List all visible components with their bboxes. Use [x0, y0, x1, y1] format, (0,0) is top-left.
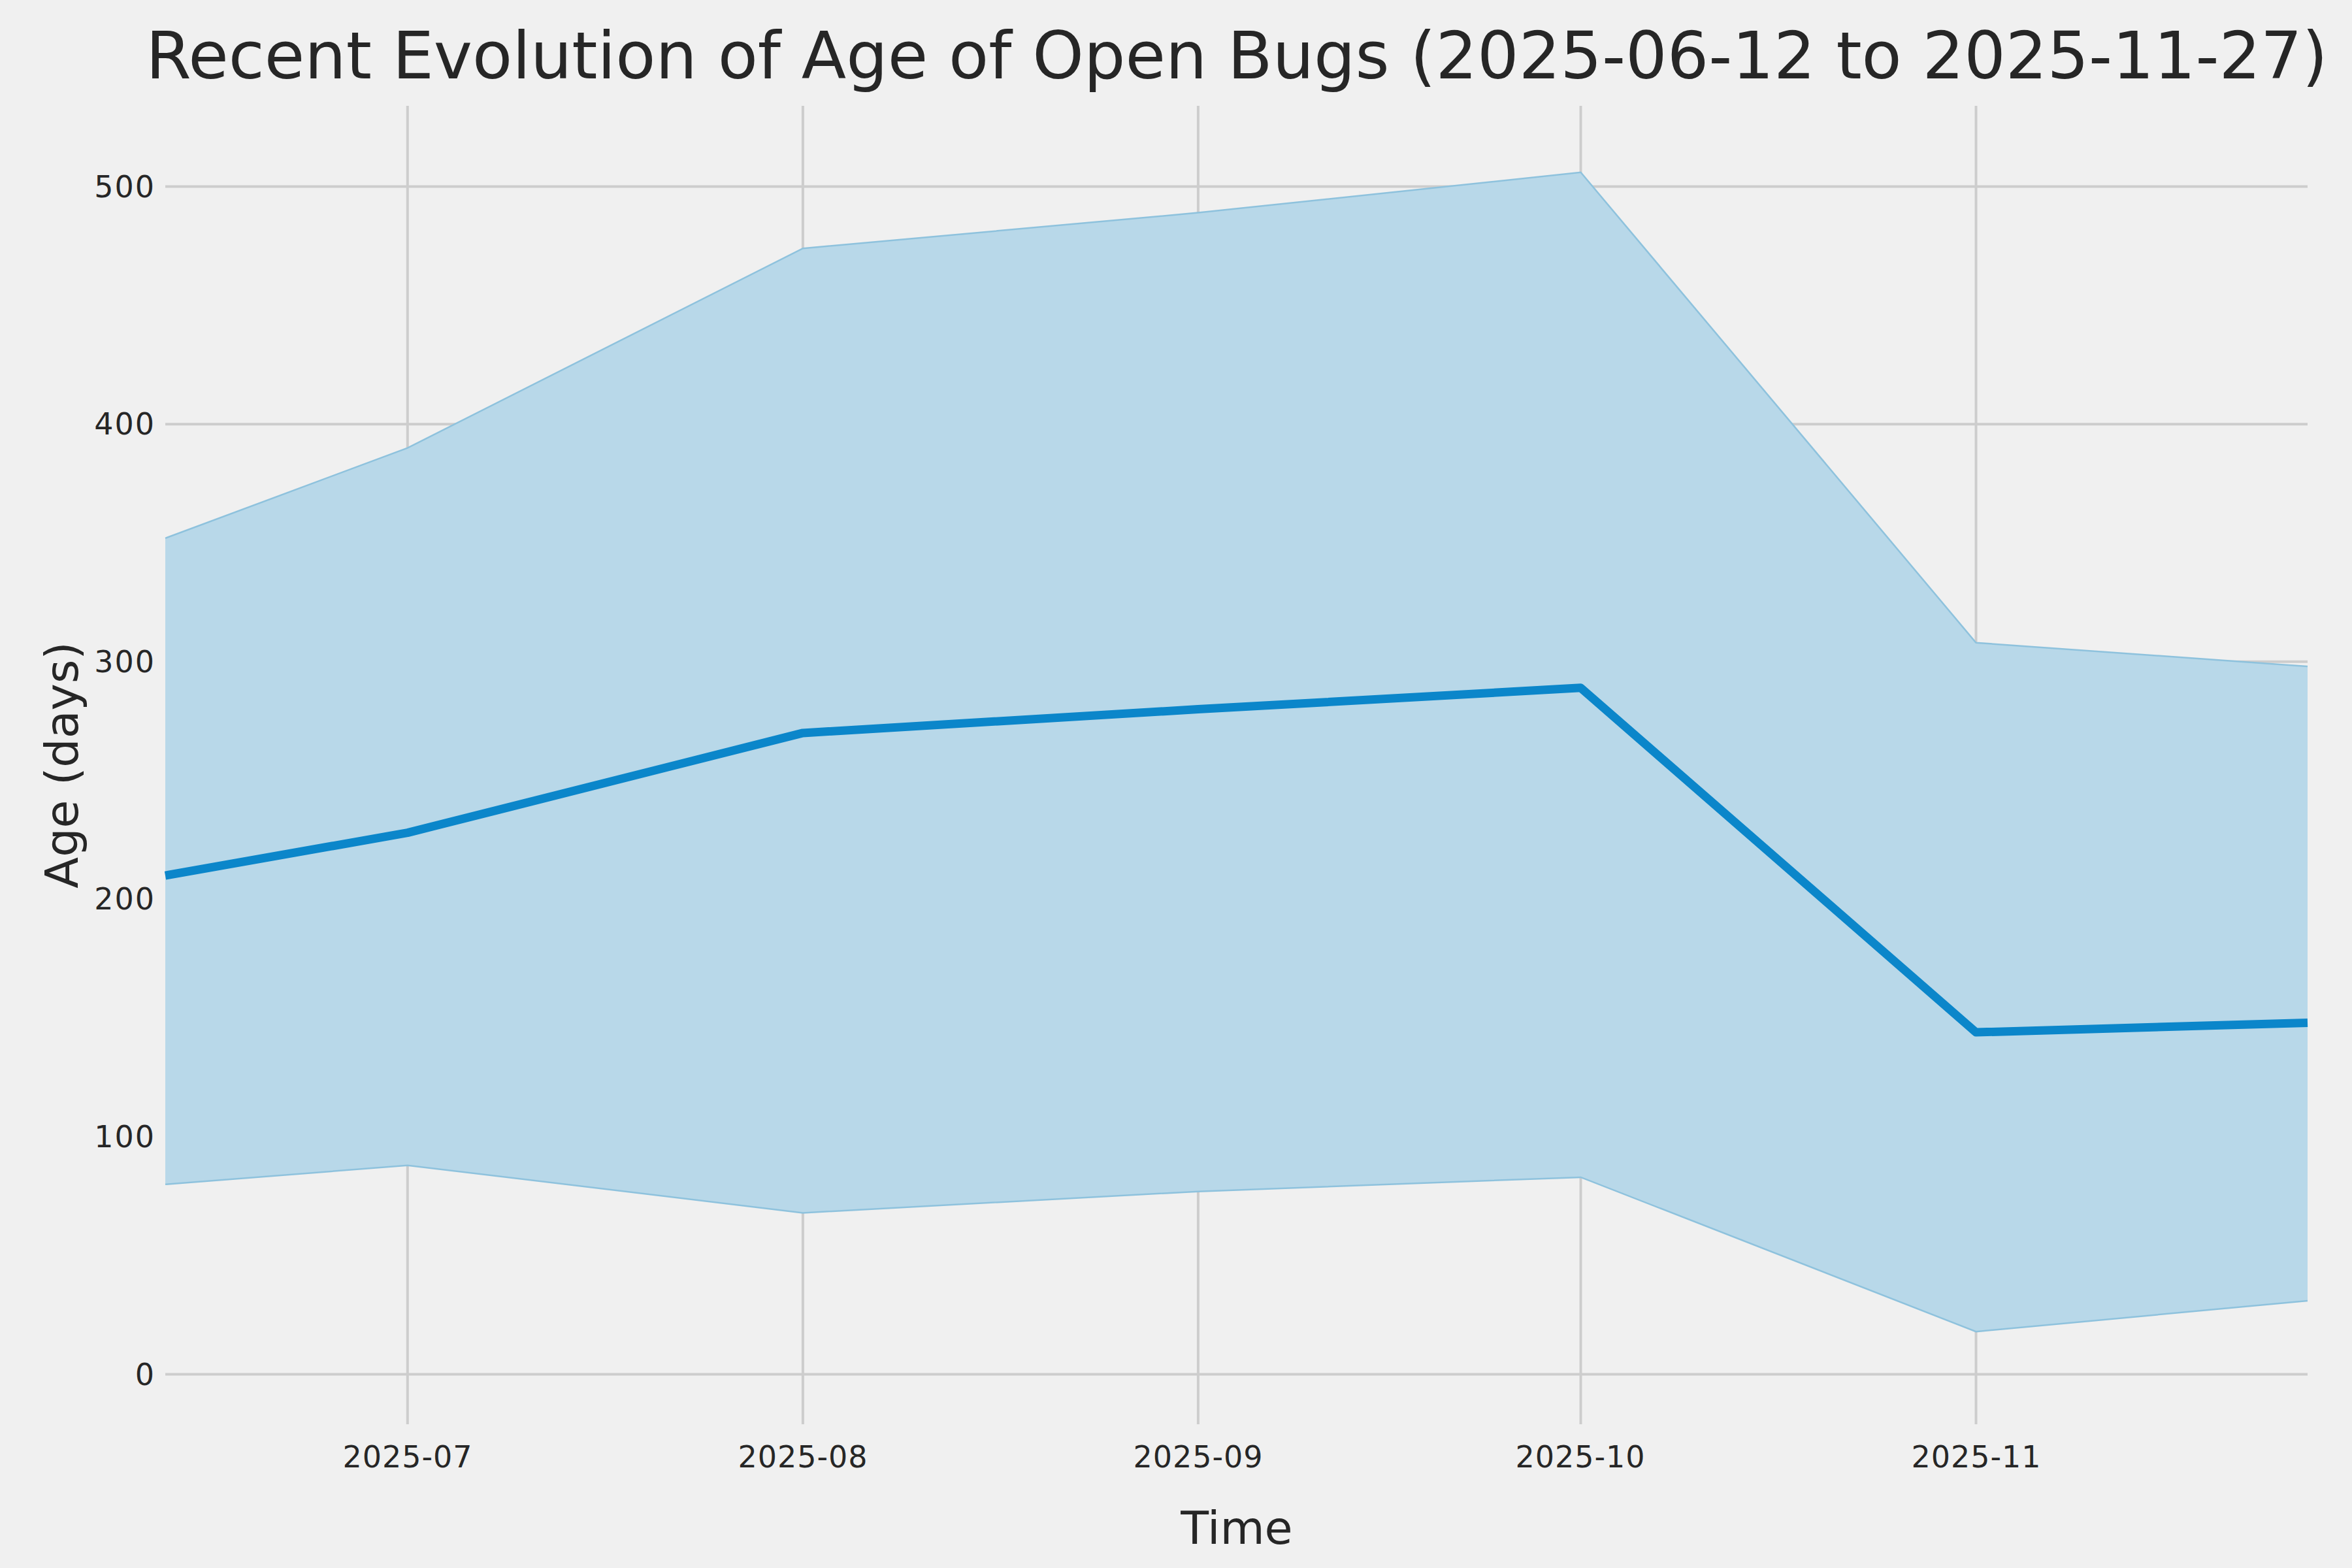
chart-figure: Recent Evolution of Age of Open Bugs (20… — [0, 0, 2352, 1568]
x-tick-label-2025-08: 2025-08 — [646, 1442, 960, 1472]
plot-area — [0, 0, 2352, 1568]
y-tick-label-100: 100 — [0, 1122, 155, 1152]
x-tick-label-2025-10: 2025-10 — [1424, 1442, 1737, 1472]
y-tick-label-400: 400 — [0, 409, 155, 439]
x-tick-label-2025-07: 2025-07 — [251, 1442, 564, 1472]
x-axis-label: Time — [1181, 1501, 1292, 1555]
x-tick-label-2025-09: 2025-09 — [1041, 1442, 1355, 1472]
y-tick-label-300: 300 — [0, 647, 155, 677]
y-tick-label-200: 200 — [0, 884, 155, 914]
confidence-band — [165, 172, 2308, 1331]
y-tick-label-500: 500 — [0, 172, 155, 202]
y-tick-label-0: 0 — [0, 1360, 155, 1390]
chart-title: Recent Evolution of Age of Open Bugs (20… — [146, 18, 2328, 93]
y-axis-label: Age (days) — [35, 642, 89, 888]
x-tick-label-2025-11: 2025-11 — [1820, 1442, 2133, 1472]
